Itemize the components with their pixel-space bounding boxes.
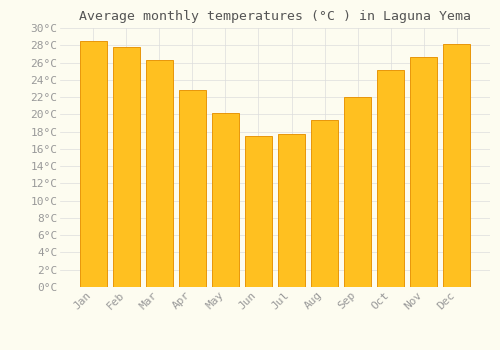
Bar (410, 57, 438, 287)
Bar (245, 136, 272, 287)
Bar (179, 90, 206, 287)
Bar (80, 41, 106, 287)
Bar (278, 134, 305, 287)
Bar (112, 47, 140, 287)
Bar (311, 119, 338, 287)
Bar (146, 60, 173, 287)
Bar (377, 70, 404, 287)
Title: Average monthly temperatures (°C ) in Laguna Yema: Average monthly temperatures (°C ) in La… (79, 10, 471, 23)
Bar (444, 44, 470, 287)
Bar (344, 97, 371, 287)
Bar (212, 113, 239, 287)
